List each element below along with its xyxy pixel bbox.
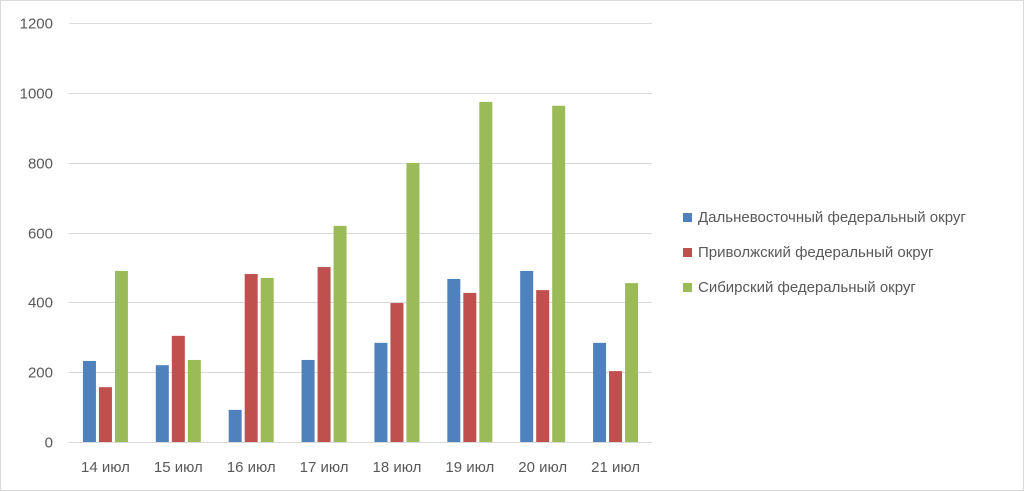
bar [406,163,420,442]
y-tick-label: 400 [28,295,53,312]
bar [609,371,623,442]
legend-swatch-icon [683,248,692,257]
x-tick-label: 17 июл [300,459,349,476]
bar [187,359,201,442]
legend-label: Дальневосточный федеральный округ [698,209,966,226]
bar [155,365,169,442]
bar [228,409,242,442]
legend: Дальневосточный федеральный округ Привол… [683,200,966,305]
y-tick-label: 200 [28,365,53,382]
bar [479,101,493,442]
legend-swatch-icon [683,213,692,222]
legend-swatch-icon [683,283,692,292]
bar [98,387,112,442]
x-tick-label: 14 июл [81,459,130,476]
x-tick-label: 15 июл [154,459,203,476]
x-tick-label: 18 июл [372,459,421,476]
y-tick-label: 800 [28,156,53,173]
bar [114,270,128,442]
bar [552,105,566,442]
bar [374,342,388,442]
legend-label: Приволжский федеральный округ [698,244,934,261]
bar [301,359,315,442]
bar [520,270,534,442]
x-tick-label: 21 июл [591,459,640,476]
bar [447,278,461,442]
x-tick-label: 19 июл [445,459,494,476]
bar [390,303,404,442]
legend-item-far-east: Дальневосточный федеральный округ [683,200,966,235]
bar [171,335,185,442]
bar [82,360,96,442]
x-tick-label: 20 июл [518,459,567,476]
legend-item-volga: Приволжский федеральный округ [683,235,966,270]
y-tick-label: 1000 [20,86,53,103]
bars [82,101,639,442]
y-tick-label: 0 [45,435,53,452]
y-tick-label: 600 [28,226,53,243]
bar [260,277,274,442]
x-tick-label: 16 июл [227,459,276,476]
bar [625,283,639,442]
bar [593,342,607,442]
legend-label: Сибирский федеральный округ [698,279,916,296]
y-tick-label: 1200 [20,16,53,33]
bar [463,292,477,442]
bar [333,225,347,442]
x-axis-labels: 14 июл 15 июл 16 июл 17 июл 18 июл 19 июл 20 и… [81,459,640,476]
legend-item-siberian: Сибирский федеральный округ [683,270,966,305]
y-axis-labels: 0 200 400 600 800 1000 1200 [20,16,53,452]
bar [244,274,258,442]
bar [536,290,550,442]
bar [317,267,331,442]
